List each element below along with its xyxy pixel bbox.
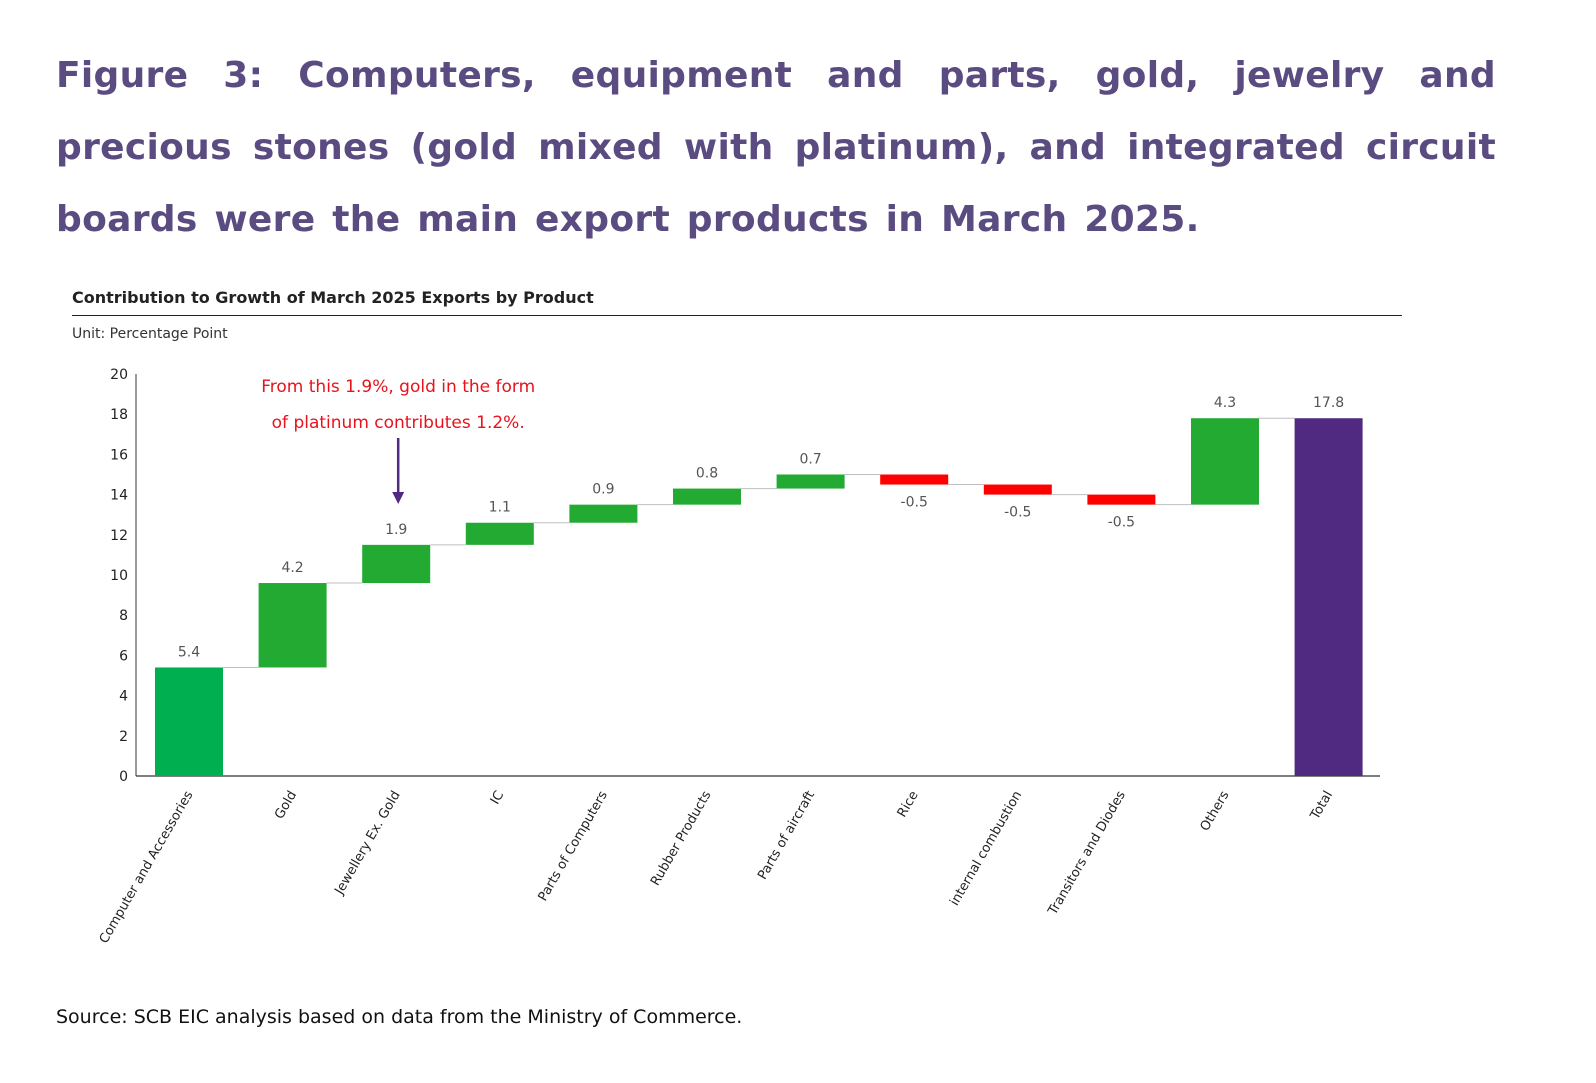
- bar-jewellery-ex-gold: [362, 544, 431, 584]
- data-label: 1.9: [385, 522, 407, 538]
- y-tick-label: 2: [119, 729, 128, 745]
- data-label: 1.1: [489, 500, 511, 516]
- data-label: 5.4: [178, 644, 200, 660]
- y-tick-label: 10: [110, 568, 128, 584]
- category-label: Parts of aircraft: [755, 789, 818, 883]
- y-tick-label: 12: [110, 528, 128, 544]
- waterfall-chart: 0 2 4 6 8 10 12 14 16 18 20 5.4 Computer and Accesso…: [97, 367, 1380, 946]
- bar-internal-combustion: [983, 484, 1052, 495]
- bar-rubber-products: [673, 488, 741, 505]
- data-label: -0.5: [901, 495, 928, 511]
- data-label: 0.8: [696, 466, 718, 482]
- category-label: Gold: [272, 789, 300, 822]
- annotation-arrow-head: [392, 492, 405, 504]
- y-tick-label: 4: [119, 689, 128, 705]
- y-tick-label: 8: [119, 608, 128, 624]
- data-label: -0.5: [1004, 505, 1031, 521]
- bar-total: [1294, 418, 1363, 776]
- bar-parts-of-aircraft: [776, 474, 845, 489]
- bar-ic: [465, 522, 534, 545]
- y-tick-label: 18: [110, 407, 128, 423]
- source-note: Source: SCB EIC analysis based on data f…: [56, 1006, 743, 1028]
- y-tick-label: 16: [110, 447, 128, 463]
- data-label: 0.7: [799, 452, 821, 468]
- data-label: 4.2: [281, 560, 303, 576]
- y-tick-label: 14: [110, 488, 128, 504]
- data-label: 0.9: [592, 482, 614, 498]
- category-label: Total: [1307, 789, 1336, 824]
- annotation-line-1: From this 1.9%, gold in the form: [261, 377, 535, 397]
- bar-gold: [258, 583, 327, 668]
- data-label: 17.8: [1313, 395, 1344, 411]
- category-label: Computer and Accessories: [97, 788, 197, 946]
- bar-transitors-and-diodes: [1087, 494, 1156, 505]
- category-label: internal combustion: [947, 789, 1025, 909]
- data-label: 4.3: [1214, 395, 1236, 411]
- chart-title: Contribution to Growth of March 2025 Exp…: [72, 288, 1402, 316]
- bar-parts-of-computers: [569, 504, 638, 523]
- annotation-line-2: of platinum contributes 1.2%.: [272, 413, 525, 433]
- figure-title: Figure 3: Computers, equipment and parts…: [56, 55, 1496, 240]
- y-tick-label: 20: [110, 367, 128, 383]
- y-tick-label: 6: [119, 648, 128, 664]
- y-tick-label: 0: [119, 769, 128, 785]
- category-label: Transitors and Diodes: [1045, 788, 1129, 918]
- category-label: Parts of Computers: [536, 788, 611, 904]
- category-label: Rice: [895, 789, 922, 821]
- category-label: Others: [1198, 788, 1233, 834]
- category-label: Rubber Products: [648, 788, 715, 888]
- category-label: Jewellery Ex. Gold: [332, 789, 404, 899]
- bar-others: [1191, 418, 1259, 505]
- category-label: IC: [488, 789, 507, 808]
- bar-computer-and-accessories: [155, 667, 223, 776]
- data-label: -0.5: [1108, 515, 1135, 531]
- chart-unit: Unit: Percentage Point: [72, 326, 228, 342]
- bar-rice: [880, 474, 949, 485]
